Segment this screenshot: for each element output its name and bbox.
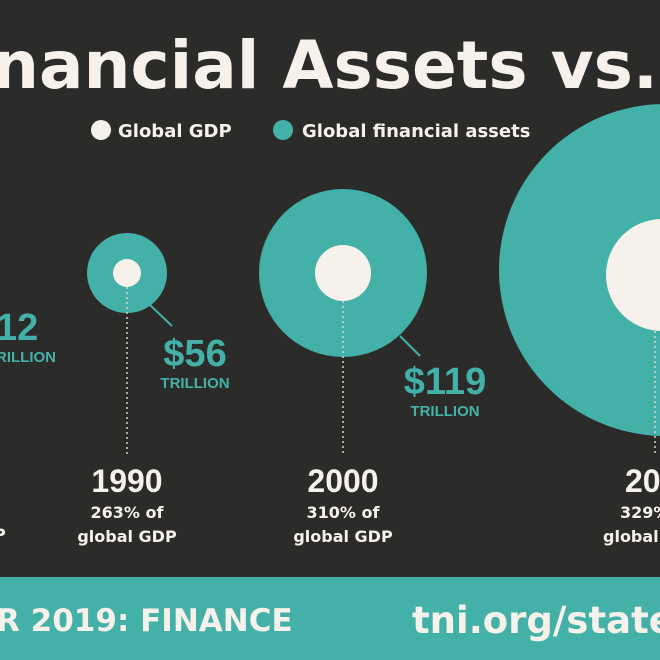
year-label: 20 (625, 463, 660, 499)
year-label: 2000 (307, 463, 378, 499)
gdp-circle (113, 259, 141, 287)
footer-left: R 2019: FINANCE (0, 603, 293, 639)
unit-label: TRILLION (410, 403, 479, 420)
assets-circle (499, 104, 660, 436)
value-label: 12 (0, 307, 38, 349)
gdp-circle (606, 219, 660, 331)
unit-label: RILLION (0, 349, 56, 366)
footer-band (0, 577, 660, 660)
year-label: 1990 (91, 463, 162, 499)
footer-link[interactable]: tni.org/state (412, 599, 660, 642)
gdp-circle (315, 245, 371, 301)
legend-swatch (273, 120, 293, 140)
value-label: $119 (404, 361, 486, 403)
connector (149, 304, 173, 327)
unit-label: TRILLION (160, 375, 229, 392)
title: nancial Assets vs. G (0, 27, 660, 104)
value-label: $56 (163, 333, 226, 375)
pct-label: 310% of (307, 503, 381, 522)
pct-label: 263% of (91, 503, 165, 522)
connector (399, 335, 421, 357)
legend-label: Global financial assets (302, 121, 530, 142)
base-label: global (603, 527, 659, 546)
base-label: global GDP (293, 527, 393, 546)
base-label: global GDP (77, 527, 177, 546)
pct-label: P (0, 525, 6, 544)
legend-swatch (91, 120, 111, 140)
pct-label: 329% (620, 503, 660, 522)
legend-label: Global GDP (118, 121, 232, 142)
